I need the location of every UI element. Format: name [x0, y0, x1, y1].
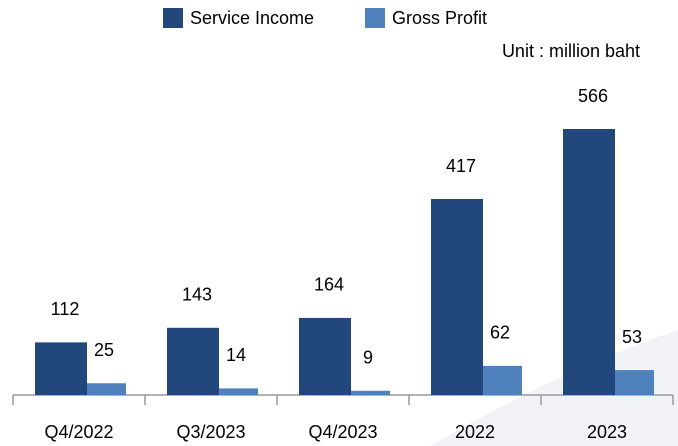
legend-label: Service Income — [190, 8, 314, 28]
data-label: 112 — [51, 299, 80, 319]
x-tick-label: Q4/2022 — [44, 422, 113, 442]
data-label: 143 — [182, 285, 212, 305]
x-tick-label: 2023 — [587, 422, 627, 442]
legend-swatch — [163, 8, 183, 28]
data-label: 9 — [363, 348, 373, 368]
data-label: 566 — [578, 86, 608, 106]
data-label: 25 — [94, 340, 114, 360]
background-swoosh — [430, 330, 678, 446]
data-label: 62 — [490, 323, 510, 343]
bar — [563, 129, 615, 395]
data-label: 14 — [226, 345, 246, 365]
bar — [431, 199, 483, 395]
legend-swatch — [365, 8, 385, 28]
bar — [206, 388, 258, 395]
bar — [74, 383, 126, 395]
x-tick-label: Q3/2023 — [176, 422, 245, 442]
legend-label: Gross Profit — [392, 8, 487, 28]
data-label: 417 — [446, 156, 476, 176]
data-label: 164 — [314, 275, 344, 295]
data-label: 53 — [622, 327, 642, 347]
bar — [167, 327, 219, 395]
bar — [299, 317, 351, 395]
bar — [35, 342, 87, 395]
unit-annotation: Unit : million baht — [502, 41, 640, 61]
x-tick-label: 2022 — [455, 422, 495, 442]
x-tick-label: Q4/2023 — [308, 422, 377, 442]
bar — [338, 390, 390, 395]
